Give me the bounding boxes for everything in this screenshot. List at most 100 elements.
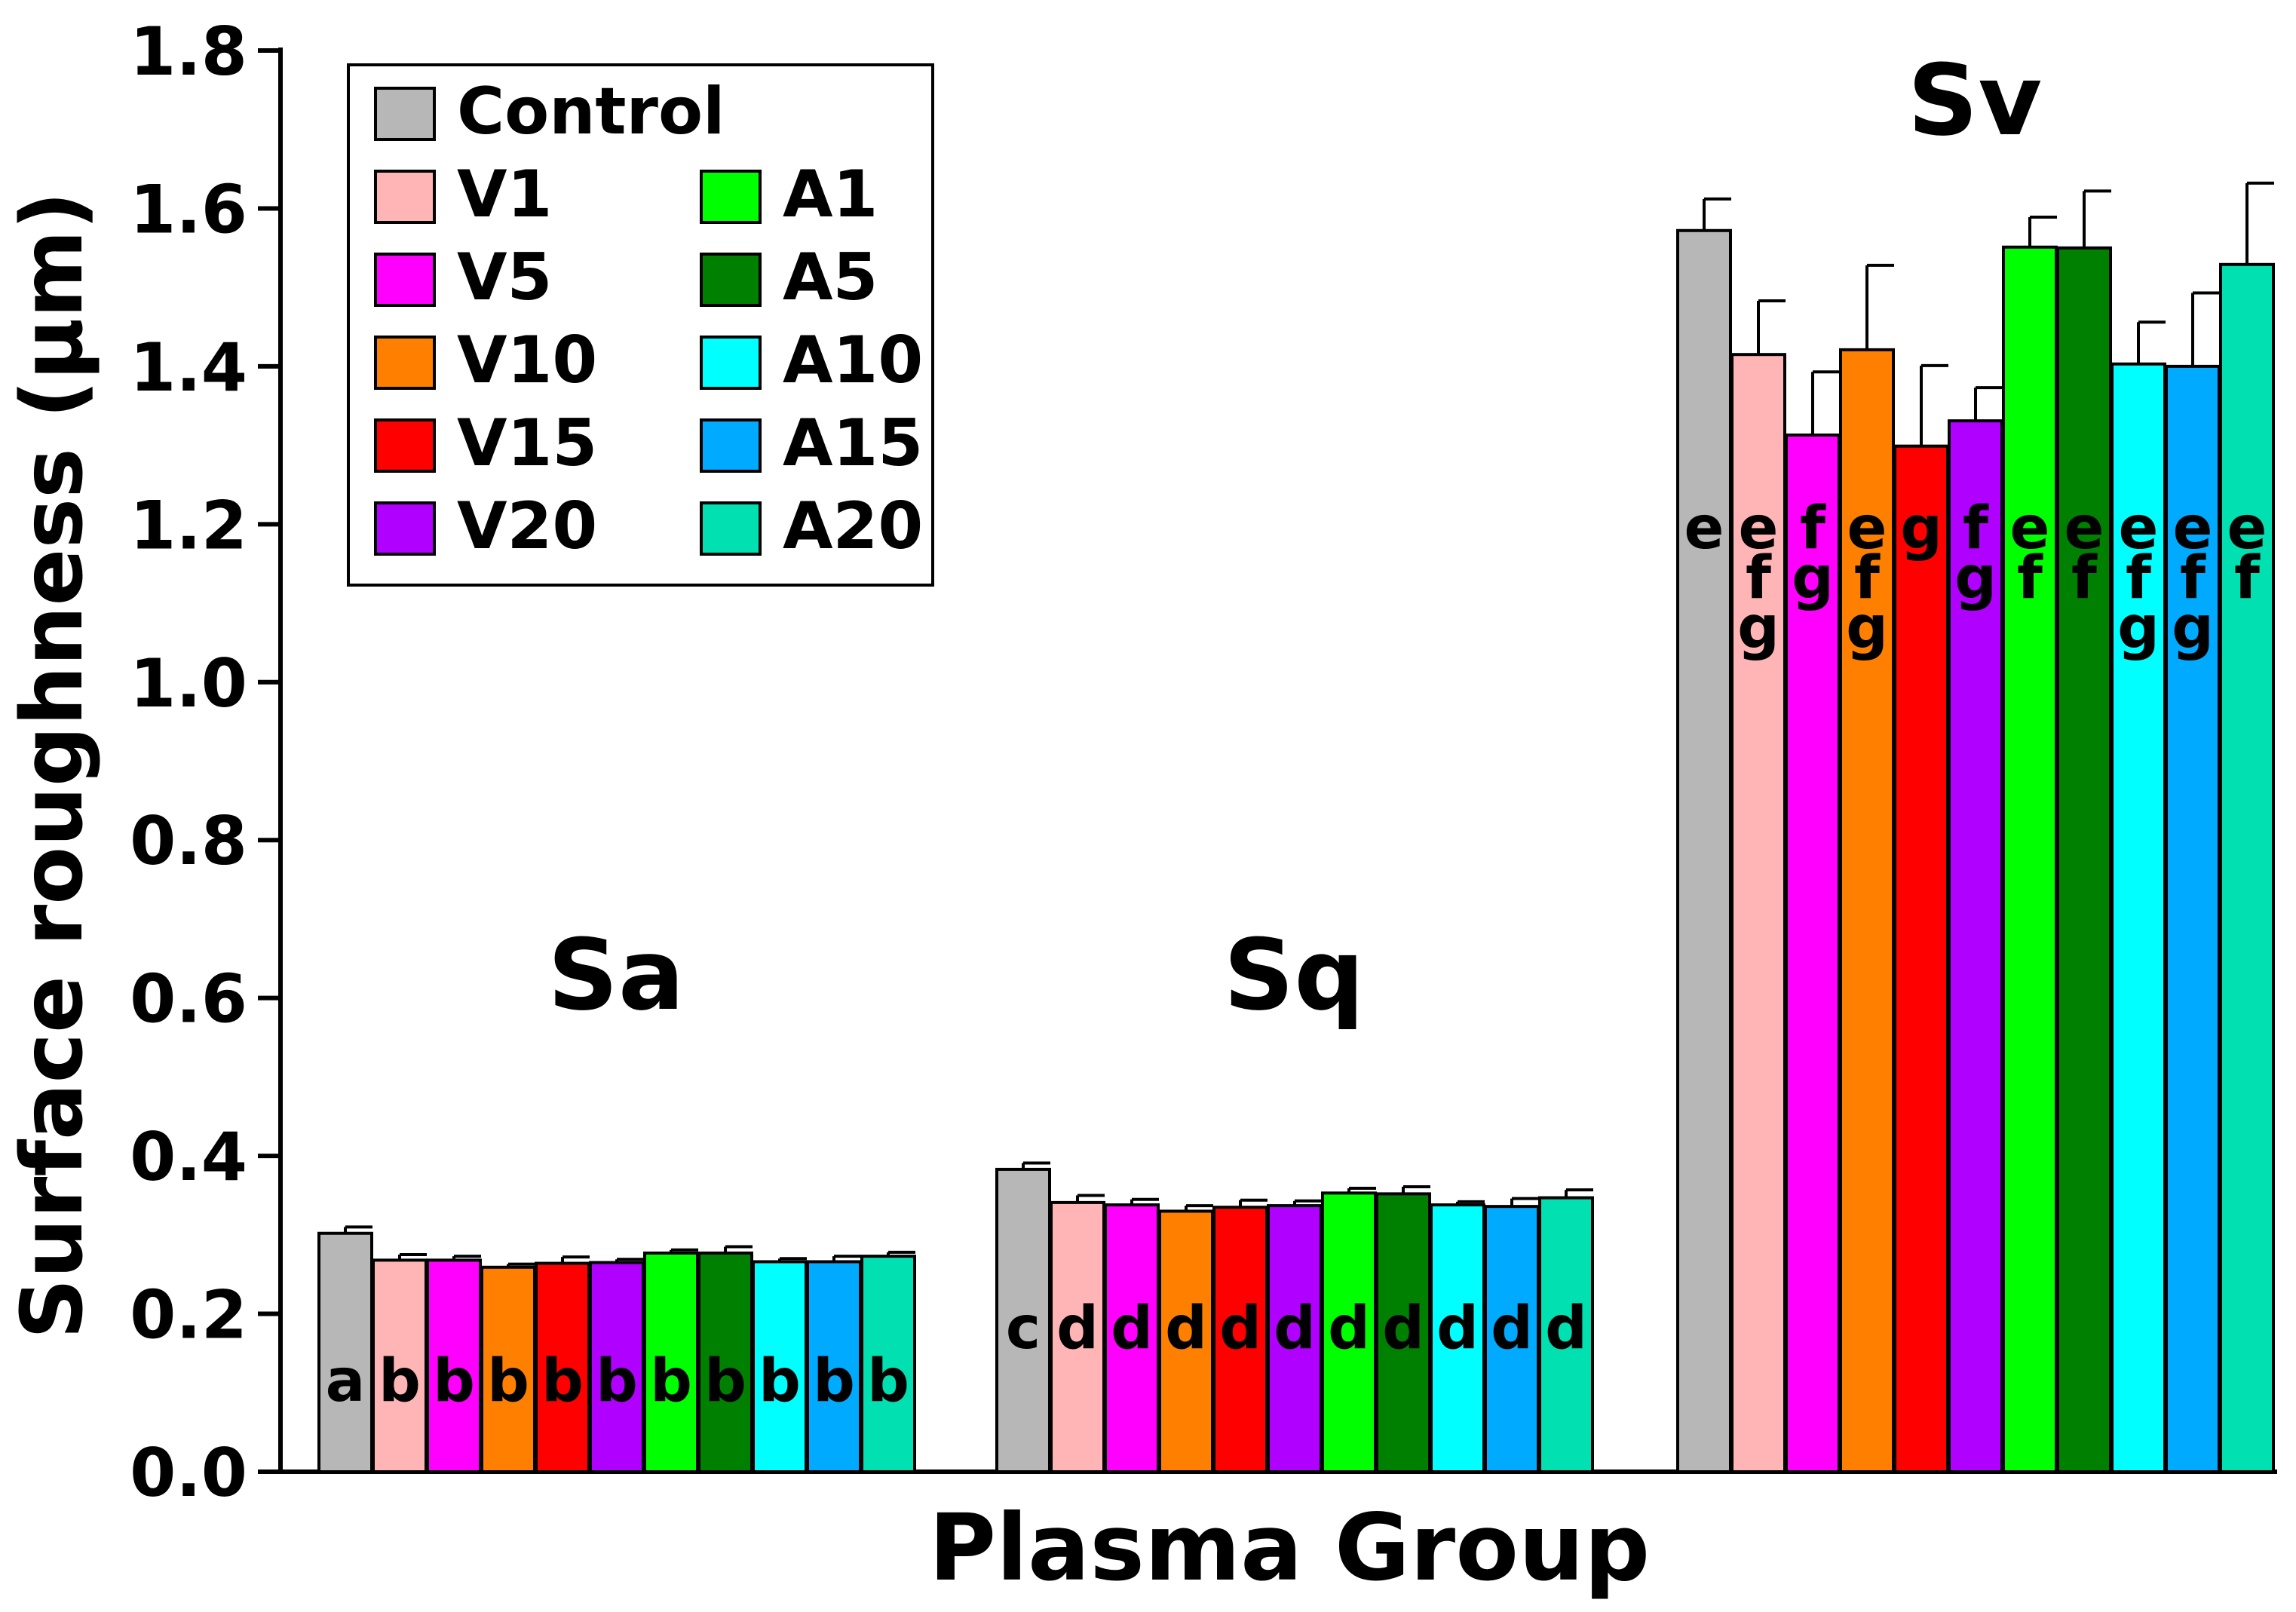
significance-letter: f <box>2180 544 2206 612</box>
legend-swatch-a10 <box>700 336 762 390</box>
significance-letter: d <box>1165 1295 1207 1362</box>
bar-sa-a20 <box>860 1255 916 1473</box>
significance-letter: g <box>2117 594 2160 662</box>
bar-sq-v20 <box>1267 1204 1323 1473</box>
bar-sa-v10 <box>480 1265 536 1473</box>
y-tick-label: 0.8 <box>130 802 247 880</box>
significance-letter: f <box>1746 544 1772 612</box>
y-tick-label: 1.2 <box>130 486 247 564</box>
significance-letter: b <box>759 1347 801 1415</box>
significance-letter: d <box>1545 1295 1587 1362</box>
bar-sq-v5 <box>1104 1203 1160 1474</box>
significance-letter: f <box>2017 544 2043 612</box>
bar-sv-a10 <box>2111 362 2166 1474</box>
legend-label-a5: A5 <box>783 240 878 315</box>
significance-letter: g <box>1954 544 1997 612</box>
legend-swatch-a15 <box>700 418 762 473</box>
legend: Control V1 V5 V10 V15 V20 A1 A5 A10 A15 A20 <box>347 63 934 587</box>
significance-letter: d <box>1328 1295 1370 1362</box>
group-label-sa: Sa <box>547 918 684 1032</box>
bar-sa-v15 <box>535 1261 590 1473</box>
x-axis-label: Plasma Group <box>929 1494 1650 1601</box>
significance-letter: b <box>813 1347 855 1415</box>
significance-letter: d <box>1436 1295 1479 1362</box>
significance-letter: d <box>1491 1295 1533 1362</box>
significance-letter: e <box>2065 495 2104 562</box>
group-label-sv: Sv <box>1908 43 2042 158</box>
bar-sa-v20 <box>589 1261 645 1473</box>
significance-letter: d <box>1111 1295 1153 1362</box>
legend-swatch-v15 <box>374 418 436 473</box>
legend-swatch-a20 <box>700 501 762 556</box>
bar-sq-a20 <box>1538 1196 1594 1473</box>
significance-letter: d <box>1382 1295 1424 1362</box>
significance-letter: b <box>379 1347 421 1415</box>
legend-swatch-control <box>374 87 436 141</box>
significance-letter: g <box>1900 495 1942 562</box>
bar-sq-a10 <box>1430 1203 1485 1474</box>
bar-sq-control <box>995 1167 1051 1474</box>
significance-letter: d <box>1219 1295 1261 1362</box>
bar-sq-a5 <box>1375 1192 1431 1474</box>
legend-label-v10: V10 <box>457 323 597 398</box>
legend-label-v5: V5 <box>457 240 552 315</box>
bar-sv-a1 <box>2002 245 2058 1474</box>
legend-swatch-v5 <box>374 253 436 307</box>
y-tick-label: 1.6 <box>130 170 247 248</box>
significance-letter: b <box>541 1347 584 1415</box>
significance-letter: g <box>1737 594 1779 662</box>
legend-label-a1: A1 <box>783 157 878 232</box>
significance-letter: b <box>704 1347 746 1415</box>
legend-swatch-a1 <box>700 170 762 224</box>
y-tick-label: 1.0 <box>130 645 247 722</box>
legend-label-control: Control <box>457 74 725 149</box>
legend-label-v1: V1 <box>457 157 552 232</box>
y-tick-label: 0.0 <box>130 1434 247 1512</box>
significance-letter: f <box>1963 495 1989 562</box>
significance-letter: g <box>2172 594 2214 662</box>
bar-sv-a20 <box>2219 262 2275 1473</box>
significance-letter: c <box>1006 1295 1041 1362</box>
bar-sv-v15 <box>1893 444 1949 1473</box>
axes-layer: 0.0 0.2 0.4 0.6 0.8 1.0 1.2 1.4 1.6 1.8 <box>130 13 2277 1512</box>
significance-letter: f <box>2071 544 2098 612</box>
bar-sv-v5 <box>1785 433 1841 1473</box>
bar-sv-v10 <box>1839 348 1895 1473</box>
bar-sv-control <box>1676 228 1732 1473</box>
significance-letter: e <box>1847 495 1887 562</box>
significance-letter: g <box>1846 594 1888 662</box>
bar-sq-v15 <box>1212 1206 1268 1473</box>
group-label-sq: Sq <box>1224 918 1365 1032</box>
significance-letter: b <box>650 1347 692 1415</box>
bar-sa-v1 <box>372 1258 428 1474</box>
significance-letter: e <box>2227 495 2267 562</box>
y-tick-label: 1.4 <box>130 329 247 406</box>
y-tick-label: 0.6 <box>130 961 247 1038</box>
legend-swatch-v1 <box>374 170 436 224</box>
significance-letter: d <box>1056 1295 1099 1362</box>
bar-sq-a15 <box>1484 1205 1540 1473</box>
significance-letter: e <box>1739 495 1779 562</box>
legend-swatch-v10 <box>374 336 436 390</box>
bar-sa-v5 <box>426 1258 482 1474</box>
significance-letter: e <box>2010 495 2050 562</box>
significance-letter: f <box>1800 495 1826 562</box>
legend-label-a15: A15 <box>783 406 923 481</box>
bar-sa-a10 <box>752 1260 808 1473</box>
legend-label-a20: A20 <box>783 489 923 564</box>
legend-label-v20: V20 <box>457 489 597 564</box>
bar-sv-a5 <box>2056 246 2112 1473</box>
significance-letter: a <box>326 1347 366 1415</box>
y-tick-label: 0.4 <box>130 1118 247 1196</box>
significance-letter: f <box>2126 544 2152 612</box>
significance-letter: e <box>2119 495 2159 562</box>
significance-letter: f <box>1854 544 1881 612</box>
significance-letter: g <box>1792 544 1834 612</box>
y-tick-label: 1.8 <box>130 13 247 90</box>
y-tick-label: 0.2 <box>130 1276 247 1354</box>
significance-letter: f <box>2234 544 2261 612</box>
y-axis-label: Surface roughness (µm) <box>4 192 102 1340</box>
significance-letter: e <box>1684 495 1724 562</box>
